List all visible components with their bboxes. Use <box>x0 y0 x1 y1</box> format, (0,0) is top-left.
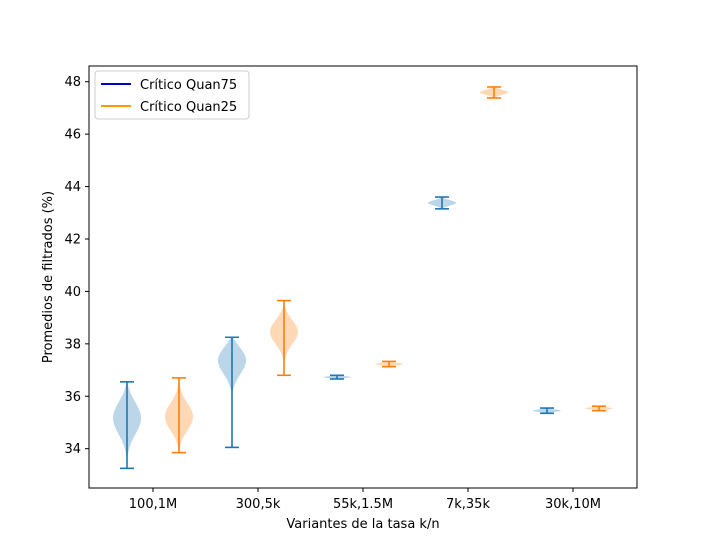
y-tick-label-42: 42 <box>64 232 81 247</box>
legend-box <box>94 70 250 120</box>
y-tick-label-38: 38 <box>64 337 81 352</box>
legend-label-quan25: Crítico Quan25 <box>140 100 237 115</box>
plot-area <box>113 86 613 470</box>
legend-label-quan75: Crítico Quan75 <box>140 78 237 93</box>
y-tick-label-46: 46 <box>64 128 81 143</box>
y-tick-label-34: 34 <box>64 442 81 457</box>
axes: 34 36 38 40 42 44 46 48 100,1M 300,5k 55k,1.5M 7k,3… <box>64 75 601 512</box>
x-tick-label-100-1m: 100,1M <box>129 497 177 512</box>
x-tick-label-30k-10m: 30k,10M <box>545 497 601 512</box>
x-axis-title: Variantes de la tasa k/n <box>286 517 439 532</box>
x-tick-label-7k-35k: 7k,35k <box>446 497 490 512</box>
y-axis-title: Promedios de filtrados (%) <box>41 191 56 363</box>
x-tick-label-300-5k: 300,5k <box>236 497 281 512</box>
y-tick-label-48: 48 <box>64 75 81 90</box>
y-tick-label-40: 40 <box>64 285 81 300</box>
x-tick-label-55k-1-5m: 55k,1.5M <box>333 497 393 512</box>
y-tick-label-44: 44 <box>64 180 81 195</box>
y-tick-label-36: 36 <box>64 390 81 405</box>
legend: Crítico Quan75 Crítico Quan25 <box>94 70 250 120</box>
